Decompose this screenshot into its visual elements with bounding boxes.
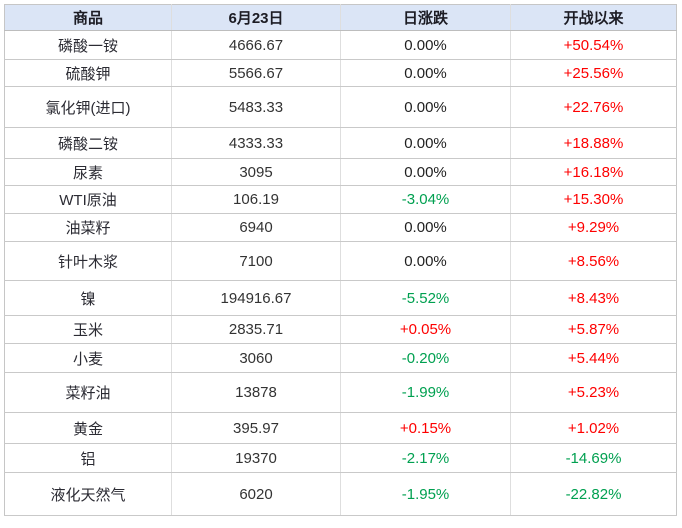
since-war-change-cell: +1.02% bbox=[510, 412, 677, 444]
table-row: 油菜籽 6940 0.00% +9.29% bbox=[4, 213, 677, 242]
daily-change-cell: +0.15% bbox=[340, 412, 511, 444]
price-cell: 13878 bbox=[171, 372, 341, 413]
commodity-name-cell: 磷酸一铵 bbox=[4, 30, 172, 60]
commodity-name-cell: 液化天然气 bbox=[4, 472, 172, 516]
since-war-change-cell: +15.30% bbox=[510, 185, 677, 214]
price-cell: 194916.67 bbox=[171, 280, 341, 316]
commodity-table: 商品 6月23日 日涨跌 开战以来 磷酸一铵 4666.67 0.00% +50.54… bbox=[4, 4, 677, 516]
daily-change-cell: -5.52% bbox=[340, 280, 511, 316]
price-cell: 395.97 bbox=[171, 412, 341, 444]
column-header-date: 6月23日 bbox=[171, 4, 341, 31]
commodity-name-cell: 黄金 bbox=[4, 412, 172, 444]
daily-change-cell: 0.00% bbox=[340, 158, 511, 186]
daily-change-cell: +0.05% bbox=[340, 315, 511, 344]
daily-change-cell: -2.17% bbox=[340, 443, 511, 473]
price-cell: 19370 bbox=[171, 443, 341, 473]
commodity-name-cell: 镍 bbox=[4, 280, 172, 316]
header-row: 商品 6月23日 日涨跌 开战以来 bbox=[4, 4, 677, 31]
table-row: 磷酸二铵 4333.33 0.00% +18.88% bbox=[4, 127, 677, 159]
since-war-change-cell: +5.87% bbox=[510, 315, 677, 344]
since-war-change-cell: -14.69% bbox=[510, 443, 677, 473]
daily-change-cell: 0.00% bbox=[340, 86, 511, 128]
daily-change-cell: -1.95% bbox=[340, 472, 511, 516]
daily-change-cell: -3.04% bbox=[340, 185, 511, 214]
since-war-change-cell: +18.88% bbox=[510, 127, 677, 159]
commodity-name-cell: 磷酸二铵 bbox=[4, 127, 172, 159]
since-war-change-cell: +16.18% bbox=[510, 158, 677, 186]
since-war-change-cell: +8.56% bbox=[510, 241, 677, 281]
daily-change-cell: 0.00% bbox=[340, 241, 511, 281]
table-row: 尿素 3095 0.00% +16.18% bbox=[4, 158, 677, 186]
since-war-change-cell: +8.43% bbox=[510, 280, 677, 316]
since-war-change-cell: +50.54% bbox=[510, 30, 677, 60]
table-row: 黄金 395.97 +0.15% +1.02% bbox=[4, 412, 677, 444]
table-row: 硫酸钾 5566.67 0.00% +25.56% bbox=[4, 59, 677, 87]
commodity-name-cell: 铝 bbox=[4, 443, 172, 473]
price-cell: 6940 bbox=[171, 213, 341, 242]
column-header-commodity: 商品 bbox=[4, 4, 172, 31]
commodity-name-cell: 氯化钾(进口) bbox=[4, 86, 172, 128]
table-row: 铝 19370 -2.17% -14.69% bbox=[4, 443, 677, 473]
price-cell: 5483.33 bbox=[171, 86, 341, 128]
since-war-change-cell: +9.29% bbox=[510, 213, 677, 242]
column-header-daily: 日涨跌 bbox=[340, 4, 511, 31]
price-cell: 6020 bbox=[171, 472, 341, 516]
table-body: 磷酸一铵 4666.67 0.00% +50.54% 硫酸钾 5566.67 0.00% +2… bbox=[4, 30, 677, 516]
daily-change-cell: -1.99% bbox=[340, 372, 511, 413]
commodity-name-cell: WTI原油 bbox=[4, 185, 172, 214]
table-row: 小麦 3060 -0.20% +5.44% bbox=[4, 343, 677, 373]
since-war-change-cell: +5.23% bbox=[510, 372, 677, 413]
price-cell: 3060 bbox=[171, 343, 341, 373]
price-cell: 2835.71 bbox=[171, 315, 341, 344]
commodity-name-cell: 尿素 bbox=[4, 158, 172, 186]
price-cell: 7100 bbox=[171, 241, 341, 281]
since-war-change-cell: +22.76% bbox=[510, 86, 677, 128]
since-war-change-cell: +25.56% bbox=[510, 59, 677, 87]
daily-change-cell: 0.00% bbox=[340, 127, 511, 159]
since-war-change-cell: +5.44% bbox=[510, 343, 677, 373]
table-row: 液化天然气 6020 -1.95% -22.82% bbox=[4, 472, 677, 516]
daily-change-cell: 0.00% bbox=[340, 213, 511, 242]
table-row: 氯化钾(进口) 5483.33 0.00% +22.76% bbox=[4, 86, 677, 128]
table-header: 商品 6月23日 日涨跌 开战以来 bbox=[4, 4, 677, 31]
price-cell: 3095 bbox=[171, 158, 341, 186]
table-row: 针叶木浆 7100 0.00% +8.56% bbox=[4, 241, 677, 281]
commodity-name-cell: 小麦 bbox=[4, 343, 172, 373]
table-row: 磷酸一铵 4666.67 0.00% +50.54% bbox=[4, 30, 677, 60]
daily-change-cell: -0.20% bbox=[340, 343, 511, 373]
table-row: 玉米 2835.71 +0.05% +5.87% bbox=[4, 315, 677, 344]
price-cell: 5566.67 bbox=[171, 59, 341, 87]
price-cell: 4666.67 bbox=[171, 30, 341, 60]
daily-change-cell: 0.00% bbox=[340, 59, 511, 87]
commodity-table-wrap: 商品 6月23日 日涨跌 开战以来 磷酸一铵 4666.67 0.00% +50.54… bbox=[4, 4, 677, 516]
price-cell: 106.19 bbox=[171, 185, 341, 214]
commodity-name-cell: 硫酸钾 bbox=[4, 59, 172, 87]
table-row: 镍 194916.67 -5.52% +8.43% bbox=[4, 280, 677, 316]
since-war-change-cell: -22.82% bbox=[510, 472, 677, 516]
commodity-name-cell: 玉米 bbox=[4, 315, 172, 344]
column-header-sincewar: 开战以来 bbox=[510, 4, 677, 31]
commodity-name-cell: 油菜籽 bbox=[4, 213, 172, 242]
price-cell: 4333.33 bbox=[171, 127, 341, 159]
daily-change-cell: 0.00% bbox=[340, 30, 511, 60]
commodity-name-cell: 菜籽油 bbox=[4, 372, 172, 413]
table-row: 菜籽油 13878 -1.99% +5.23% bbox=[4, 372, 677, 413]
table-row: WTI原油 106.19 -3.04% +15.30% bbox=[4, 185, 677, 214]
commodity-name-cell: 针叶木浆 bbox=[4, 241, 172, 281]
